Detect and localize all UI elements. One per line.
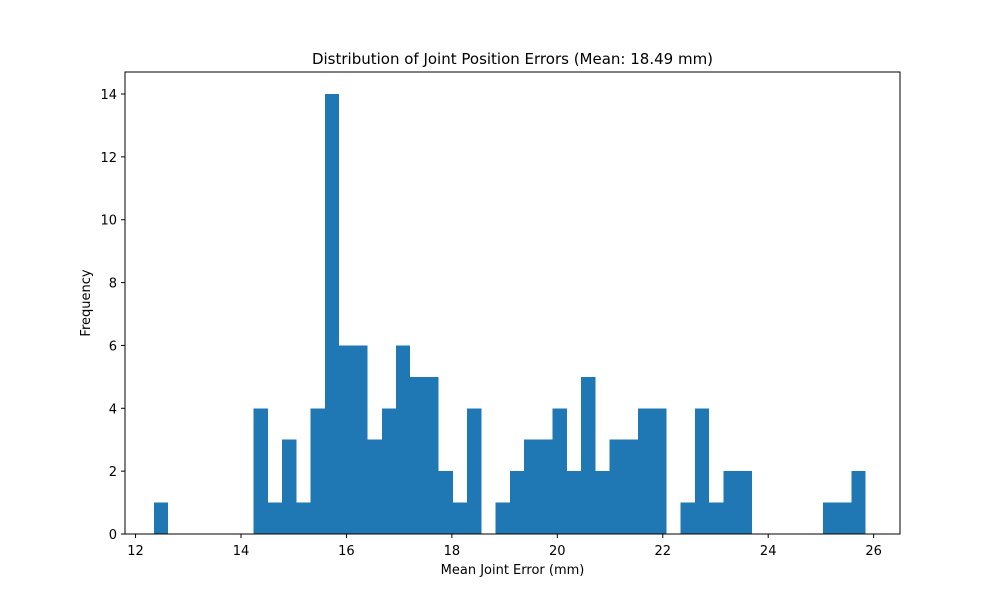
histogram-bar (467, 408, 482, 534)
histogram-bar (424, 376, 439, 534)
y-tick-label: 12 (100, 151, 117, 166)
histogram-bar (723, 471, 738, 534)
x-tick-label: 12 (127, 544, 144, 559)
histogram-bar (410, 376, 425, 534)
histogram-bar (737, 471, 752, 534)
histogram-bar (694, 408, 710, 534)
histogram-bar (823, 502, 838, 534)
y-tick-label: 4 (109, 402, 117, 417)
x-tick-label: 16 (338, 544, 355, 559)
histogram-bar (153, 502, 169, 534)
histogram-bar (538, 439, 553, 534)
histogram-bar (680, 502, 695, 534)
histogram-bar (253, 408, 268, 534)
x-tick-label: 26 (865, 544, 882, 559)
histogram-bar (566, 471, 582, 534)
histogram-bar (353, 345, 368, 534)
histogram-bar (339, 345, 354, 534)
y-tick-label: 10 (100, 214, 117, 229)
chart-title: Distribution of Joint Position Errors (M… (312, 50, 713, 68)
histogram-bar (310, 408, 325, 534)
histogram-bar (452, 502, 468, 534)
histogram-bar (395, 345, 411, 534)
plot-frame (124, 71, 901, 535)
x-axis-label: Mean Joint Error (mm) (441, 563, 585, 578)
y-tick-label: 8 (109, 277, 117, 292)
histogram-bar (552, 408, 567, 534)
histogram-bar (609, 439, 624, 534)
x-tick-label: 20 (549, 544, 566, 559)
bars-group (153, 94, 866, 534)
histogram-bar (524, 439, 539, 534)
histogram-bar (381, 408, 396, 534)
x-tick-label: 14 (233, 544, 250, 559)
x-tick-label: 22 (654, 544, 671, 559)
x-tick-label: 24 (760, 544, 777, 559)
histogram-bar (509, 471, 525, 534)
histogram-bar (637, 408, 653, 534)
histogram-bar (595, 471, 610, 534)
histogram-bar (324, 94, 340, 534)
histogram-bar (267, 502, 283, 534)
y-tick-label: 2 (109, 465, 117, 480)
y-tick-label: 0 (109, 528, 117, 543)
y-axis-ticks: 0 2 4 6 8 10 12 14 (100, 88, 125, 543)
histogram-bar (623, 439, 638, 534)
histogram-bar (282, 439, 297, 534)
histogram-bar (367, 439, 382, 534)
histogram-bar (296, 502, 311, 534)
histogram-bar (709, 502, 724, 534)
histogram-bar (438, 471, 453, 534)
x-tick-label: 18 (444, 544, 461, 559)
y-tick-label: 14 (100, 88, 117, 103)
histogram-bar (652, 408, 667, 534)
histogram-bar (581, 376, 596, 534)
y-axis-label: Frequency (79, 269, 94, 336)
x-axis-ticks: 12 14 16 18 20 22 24 26 (127, 534, 882, 559)
histogram-bar (837, 502, 852, 534)
histogram-bar (495, 502, 510, 534)
y-tick-label: 6 (109, 339, 117, 354)
histogram-bar (851, 471, 866, 534)
